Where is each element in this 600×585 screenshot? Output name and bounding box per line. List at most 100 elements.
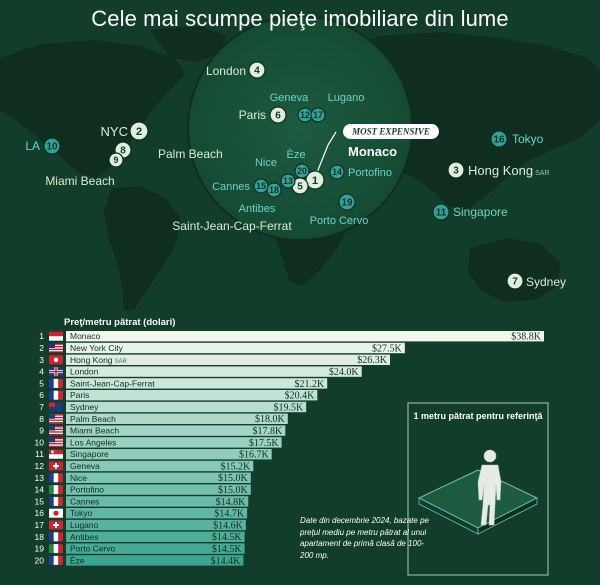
map-pin-porto-cervo: 19 Porto Cervo (310, 193, 368, 227)
flag-part (53, 496, 59, 506)
bar-rank: 11 (35, 449, 44, 459)
bar-rank: 4 (39, 367, 44, 377)
map-pin-rank: 20 (297, 166, 307, 176)
bar-rank: 7 (39, 402, 44, 412)
bar-value-label: $14.7K (214, 509, 245, 520)
flag-part (49, 433, 63, 436)
bar-rank: 1 (39, 331, 44, 341)
flag-part (49, 370, 63, 373)
map-pin-marker (447, 161, 465, 179)
flag-part (49, 390, 54, 400)
flag-icon (49, 555, 63, 565)
flag-icon (49, 449, 63, 459)
flag-icon (49, 355, 63, 365)
flag-part (53, 473, 59, 483)
map-pin-paris: 6 Paris (239, 106, 287, 124)
australia-shape (468, 238, 560, 302)
bar-row-saint-jean-cap-ferrat: 5 Saint-Jean-Cap-Ferrat $21.2K (39, 378, 328, 390)
flag-part (49, 449, 63, 455)
bar (66, 472, 251, 483)
map-pin-rank: 17 (313, 110, 323, 120)
bar (66, 496, 249, 507)
chart-title: Preţ/metru pătrat (dolari) (64, 317, 176, 328)
bar-row-nice: 13 Nice $15.0K (35, 472, 251, 484)
callout-line-top (327, 131, 337, 146)
bar (66, 390, 318, 401)
page-title: Cele mai scumpe pieţe imobiliare din lum… (91, 6, 509, 31)
most-expensive-tag: MOST EXPENSIVE (343, 124, 439, 139)
map-city-label: Lugano (328, 92, 365, 104)
bar-category-suffix: SAR (115, 359, 128, 365)
flag-part (49, 426, 55, 431)
flag-part (49, 454, 63, 459)
bar-value-label: $17.5K (249, 438, 280, 449)
bar-row-tokyo: 16 Tokyo $14.7K (35, 508, 248, 520)
bar-row-portofino: 14 Portofino $15.0K (35, 484, 251, 496)
bar (66, 331, 544, 342)
map-city-label: Portofino (348, 167, 392, 179)
flag-part (49, 428, 63, 430)
bar-value-label: $14.5K (212, 544, 243, 555)
map-pin-marker (294, 163, 310, 179)
flag-part (58, 473, 63, 483)
map-city-label: Cannes (212, 181, 250, 193)
flag-part (51, 450, 54, 454)
map-pin-geneva: 12 Geneva (270, 92, 313, 123)
bar (66, 460, 254, 472)
bar-category-label: Sydney (70, 402, 99, 412)
flag-part (49, 343, 55, 348)
bar-row-miami-beach: 9 Miami Beach $17.8K (39, 425, 286, 437)
flag-icon (49, 414, 63, 424)
map-pin-rank: 13 (283, 176, 293, 186)
greenland-shape (150, 26, 226, 62)
map-city-label: Geneva (270, 92, 309, 104)
reference-panel (407, 402, 549, 576)
map-pin-rank: 7 (512, 277, 518, 288)
map-pin-london: 4 London (206, 61, 266, 79)
bar-category-label: Hong Kong SAR (70, 355, 128, 365)
bar-value-label: $21.2K (294, 379, 325, 390)
bar-category-label: New York City (70, 343, 124, 353)
bar-value-label: $19.5K (273, 402, 304, 413)
flag-icon (49, 426, 63, 436)
map-pin-rank: 19 (341, 198, 353, 209)
flag-part (53, 357, 59, 362)
bar (66, 425, 286, 436)
map-pin-tokyo: 16 Tokyo (490, 130, 544, 148)
reference-label: 1 metru pătrat pentru referinţă (413, 411, 543, 421)
map-pin-cannes: 15 Cannes (212, 178, 269, 194)
bar (66, 378, 328, 389)
flag-part (49, 555, 54, 565)
flag-part (58, 390, 63, 400)
flag-part (49, 440, 63, 442)
map-pin-marker (248, 61, 266, 79)
map-pin-la: 10 LA (25, 137, 61, 155)
map-pin-rank: 4 (254, 66, 260, 77)
price-bar-chart: 1 Monaco $38.8K 2 New York City $27.5K 3 Hong K… (35, 331, 544, 567)
bar-category-label: Singapore (70, 449, 109, 459)
bar (66, 413, 288, 424)
flag-part (49, 431, 63, 433)
bar-row-monaco: 1 Monaco $38.8K (39, 331, 544, 343)
flag-part (49, 416, 63, 419)
flag-icon (49, 496, 63, 506)
bar-value-label: $26.3K (357, 355, 388, 366)
bar-category-label: Cannes (70, 496, 99, 506)
bar-row--ze: 20 Èze $14.4K (35, 555, 244, 567)
map-pin-marker (43, 137, 61, 155)
map-pins: 1 Monaco 2 NYC 3 Hong Kong SAR 4 London 5 Saint-Je… (25, 61, 566, 290)
bar (66, 366, 362, 377)
bar-rank: 5 (39, 378, 44, 388)
reference-panel-frame (407, 402, 549, 576)
bar-category-label: Paris (70, 390, 89, 400)
map-pin-rank: 16 (493, 135, 505, 146)
flag-part (49, 414, 63, 424)
flag-icon (49, 461, 63, 471)
bar (66, 401, 307, 413)
bar-row-new-york-city: 2 New York City $27.5K (39, 342, 405, 354)
map-pin-marker (338, 193, 356, 211)
flag-part (49, 437, 55, 443)
bar-value-label: $17.8K (253, 426, 284, 437)
map-city-label: Sydney (526, 275, 566, 289)
